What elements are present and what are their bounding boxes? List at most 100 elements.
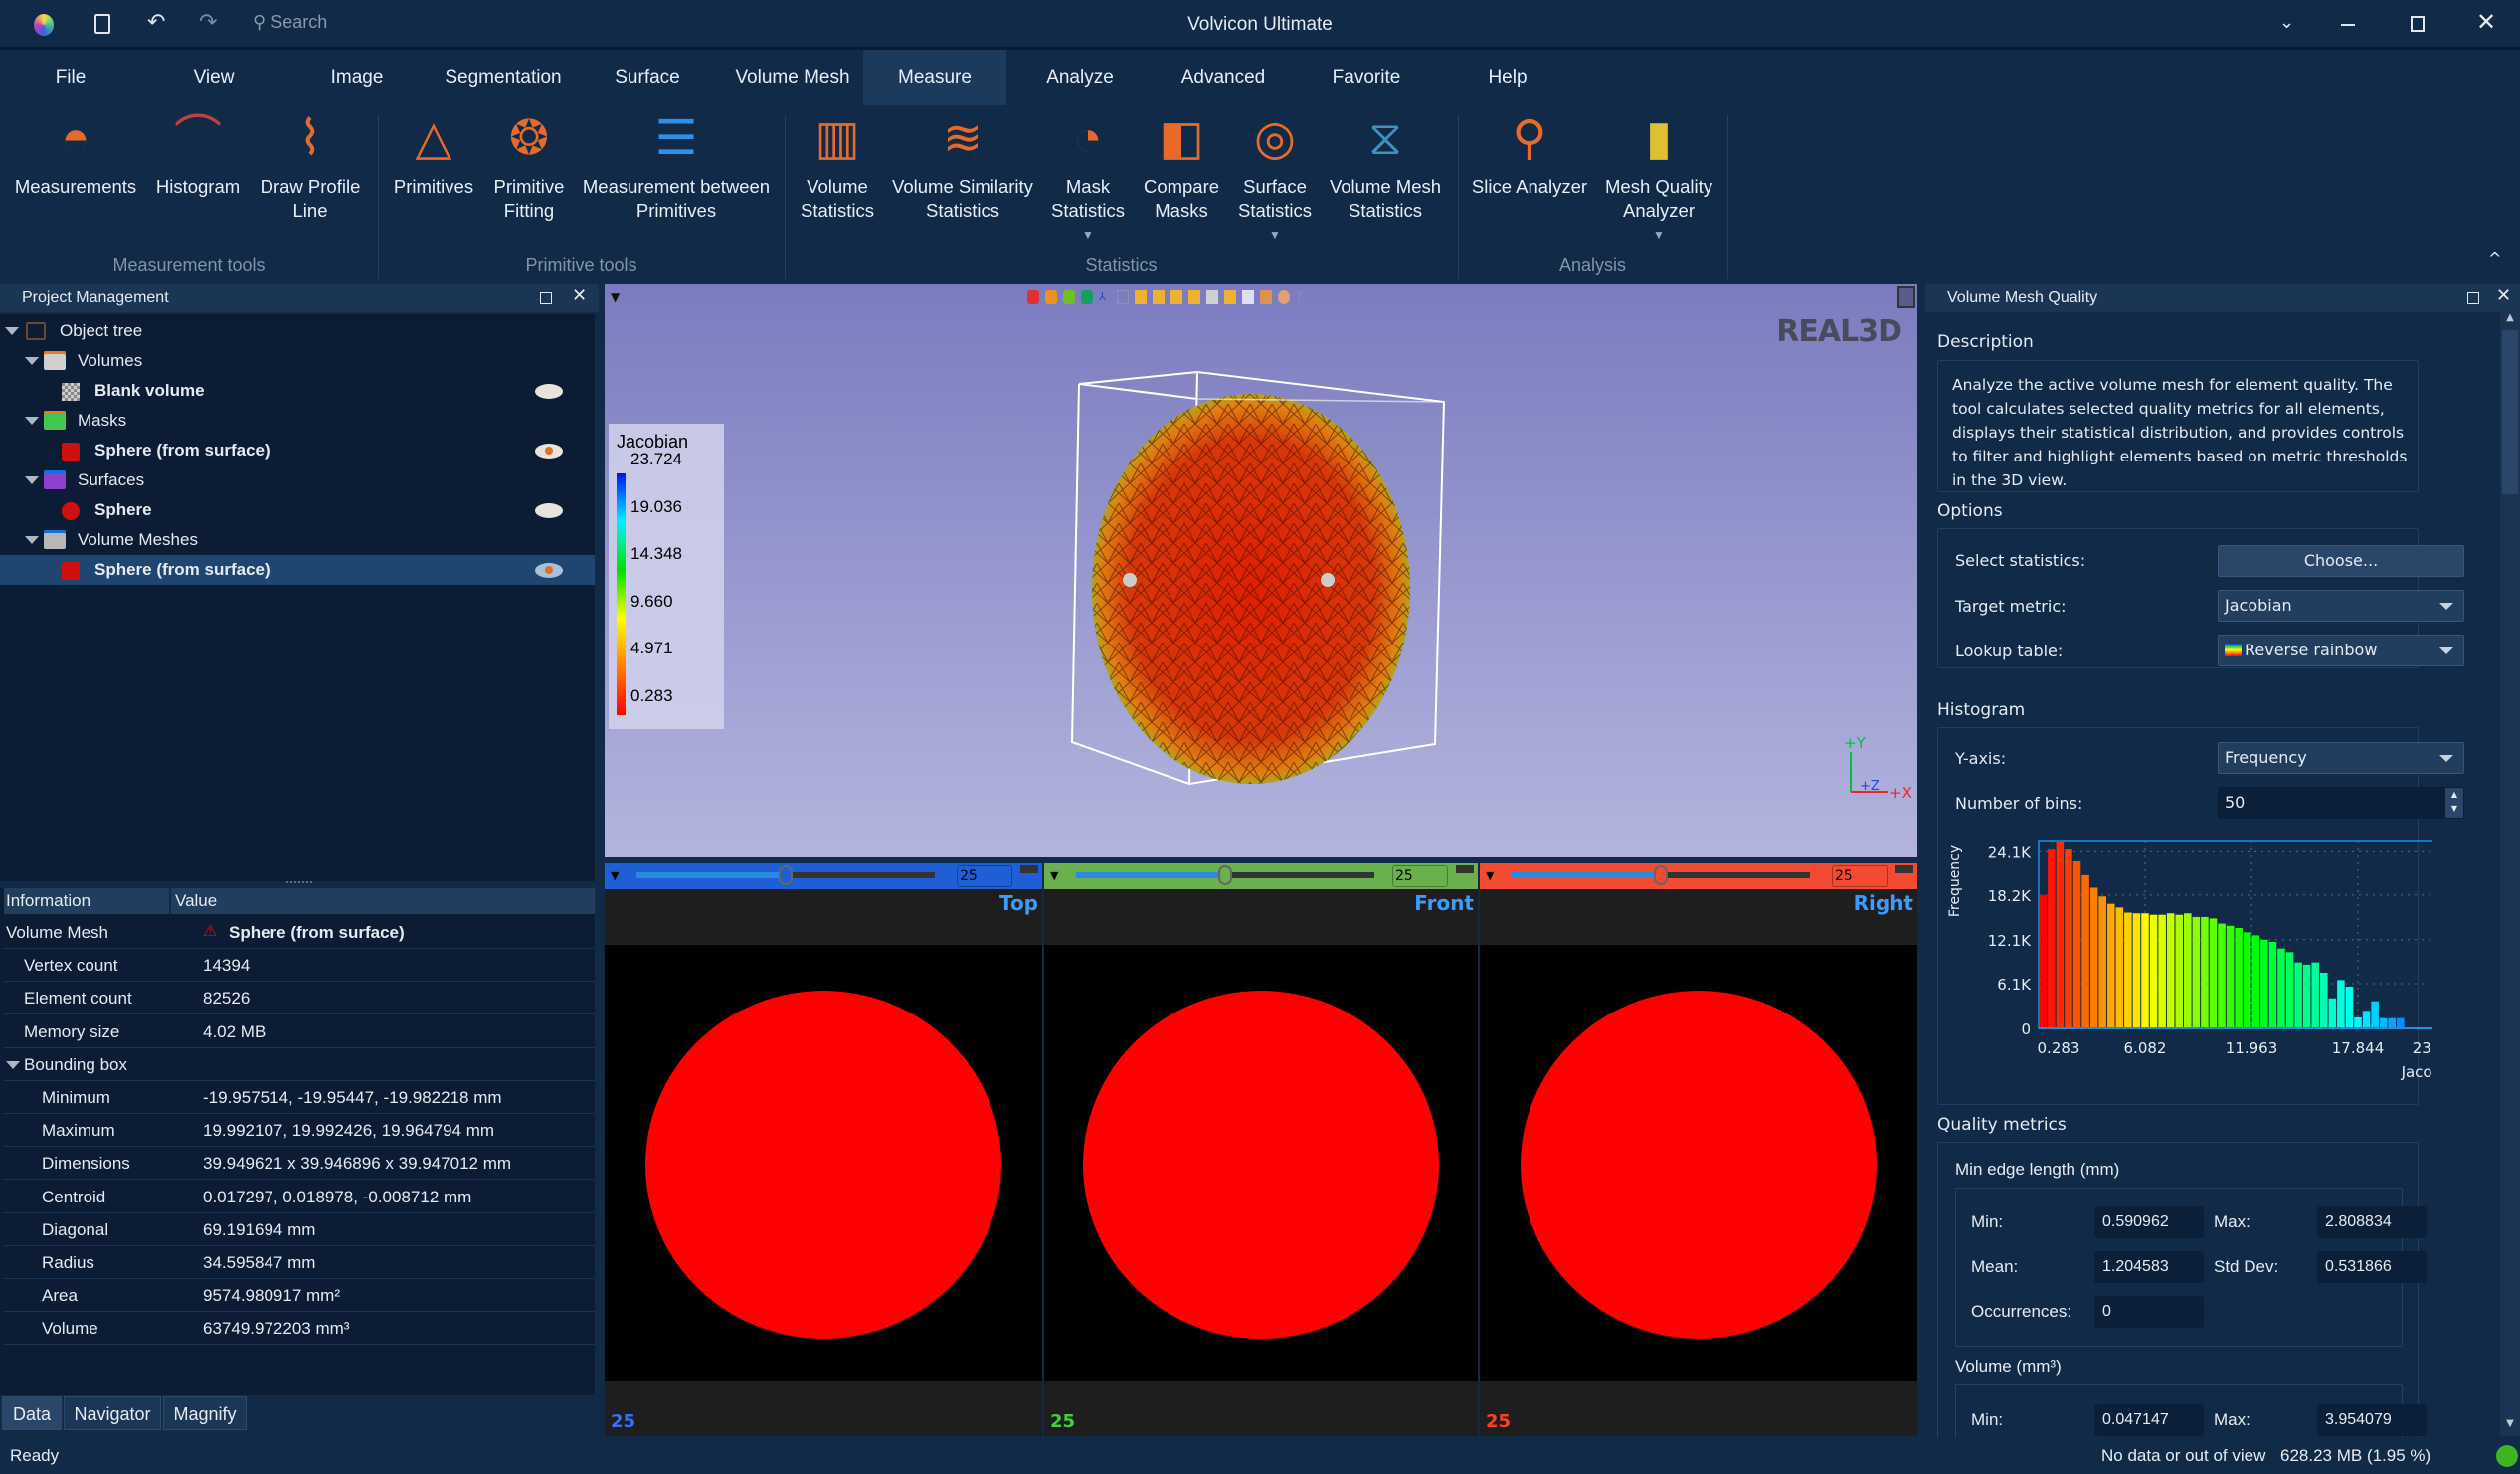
target-metric-select[interactable]: Jacobian [2218, 590, 2464, 622]
histogram-bar[interactable] [2072, 860, 2081, 1028]
histogram-bar[interactable] [2218, 923, 2226, 1028]
slice-view-right[interactable]: Right 25 [1480, 889, 1917, 1436]
histogram-bar[interactable] [2354, 1016, 2362, 1028]
spin-arrows-icon[interactable]: ▲ ▼ [2445, 788, 2463, 818]
ribbon-button-measurement-between-primitives[interactable]: ☰ Measurement between Primitives [582, 111, 771, 223]
slice-maximize-button[interactable] [1895, 865, 1913, 887]
view-cube-icon[interactable] [1242, 290, 1254, 304]
info-row[interactable]: Maximum 19.992107, 19.992426, 19.964794 m… [4, 1114, 595, 1148]
dropdown-arrow-icon[interactable]: ▼ [1653, 228, 1665, 242]
menu-tab-file[interactable]: File [55, 67, 87, 88]
render-mode-icon[interactable] [1027, 290, 1039, 304]
info-row[interactable]: Element count 82526 [4, 982, 595, 1015]
splitter-handle[interactable] [286, 881, 312, 884]
tree-item[interactable]: Object tree [0, 316, 595, 346]
float-panel-button[interactable] [540, 292, 552, 304]
viewport-menu-icon[interactable]: ▼ [611, 290, 621, 304]
close-button[interactable]: ✕ [2476, 8, 2497, 36]
slice-menu-icon[interactable]: ▼ [611, 869, 620, 882]
menu-tab-measure[interactable]: Measure [863, 50, 1006, 105]
histogram-bar[interactable] [2260, 939, 2268, 1028]
histogram-bar[interactable] [2337, 980, 2345, 1028]
slice-menu-icon[interactable]: ▼ [1486, 869, 1495, 882]
expand-arrow-icon[interactable] [5, 327, 19, 335]
lookup-table-select[interactable]: Reverse rainbow [2218, 635, 2464, 666]
y-axis-select[interactable]: Frequency [2218, 742, 2464, 774]
bins-spinbox[interactable]: 50 ▲ ▼ [2218, 787, 2464, 819]
histogram-bar[interactable] [2149, 914, 2158, 1028]
slice-maximize-button[interactable] [1020, 865, 1038, 887]
histogram-bar[interactable] [2056, 841, 2065, 1028]
histogram-bar[interactable] [2397, 1017, 2405, 1028]
histogram-bar[interactable] [2302, 964, 2311, 1028]
histogram-bar[interactable] [2175, 914, 2184, 1028]
menu-tab-help[interactable]: Help [1488, 67, 1528, 88]
expand-arrow-icon[interactable] [6, 1060, 20, 1069]
ribbon-button-draw-profile-line[interactable]: ⌇ Draw Profile Line [256, 111, 365, 223]
scroll-down-icon[interactable]: ▼ [2506, 1418, 2514, 1429]
menu-tab-analyze[interactable]: Analyze [1046, 67, 1114, 88]
info-row[interactable]: Dimensions 39.949621 x 39.946896 x 39.947… [4, 1147, 595, 1181]
view-splitter[interactable] [605, 857, 1917, 863]
min-edge-mean-field[interactable]: 1.204583 [2094, 1251, 2204, 1283]
choose-button[interactable]: Choose... [2218, 545, 2464, 577]
tree-item[interactable]: Volumes [0, 346, 595, 376]
close-panel-button[interactable]: ✕ [2496, 285, 2512, 306]
tree-item[interactable]: Sphere (from surface) [0, 555, 595, 585]
expand-arrow-icon[interactable] [25, 417, 39, 425]
view-cube-icon[interactable] [1224, 290, 1236, 304]
histogram-bar[interactable] [2388, 1017, 2397, 1028]
search-box[interactable]: ⚲ Search [253, 12, 451, 38]
hidden-eye-icon[interactable] [535, 503, 563, 518]
tree-item[interactable]: Sphere (from surface) [0, 436, 595, 465]
slice-view-front[interactable]: Front 25 [1044, 889, 1478, 1436]
histogram-bar[interactable] [2226, 925, 2235, 1028]
histogram-bar[interactable] [2209, 918, 2218, 1028]
slice-slider[interactable] [1076, 865, 1374, 885]
ribbon-button-volume-similarity-statistics[interactable]: ≋ Volume Similarity Statistics [888, 111, 1037, 223]
menu-tab-favorite[interactable]: Favorite [1332, 67, 1401, 88]
undo-icon[interactable]: ↶ [147, 10, 166, 35]
histogram-bar[interactable] [2328, 998, 2337, 1028]
maximize-view-button[interactable] [1897, 286, 1915, 308]
info-row[interactable]: Minimum -19.957514, -19.95447, -19.982218… [4, 1081, 595, 1114]
maximize-button[interactable] [2411, 16, 2425, 32]
tree-item[interactable]: Blank volume [0, 376, 595, 406]
tab-magnify[interactable]: Magnify [163, 1396, 247, 1430]
tree-item[interactable]: Surfaces [0, 465, 595, 495]
mesh-model[interactable]: +Y +Z +X [605, 284, 1917, 857]
histogram-bar[interactable] [2319, 972, 2328, 1028]
info-row[interactable]: Vertex count 14394 [4, 949, 595, 983]
render-mode-icon[interactable] [1081, 290, 1093, 304]
menu-tab-view[interactable]: View [193, 67, 235, 88]
slice-maximize-button[interactable] [1456, 865, 1474, 887]
histogram-bar[interactable] [2235, 927, 2243, 1028]
histogram-bar[interactable] [2251, 935, 2260, 1028]
expand-arrow-icon[interactable] [25, 357, 39, 365]
info-row[interactable]: Bounding box [4, 1048, 595, 1081]
tab-data[interactable]: Data [2, 1396, 62, 1430]
histogram-bar[interactable] [2081, 874, 2089, 1028]
min-edge-occurrences-field[interactable]: 0 [2094, 1296, 2204, 1328]
menu-tab-surface[interactable]: Surface [615, 67, 680, 88]
dropdown-arrow-icon[interactable]: ▼ [1082, 228, 1094, 242]
histogram-bar[interactable] [2098, 896, 2106, 1028]
ribbon-button-surface-statistics[interactable]: ◎ Surface Statistics ▼ [1225, 111, 1325, 247]
scrollbar-thumb[interactable] [2502, 330, 2518, 494]
menu-tab-advanced[interactable]: Advanced [1180, 67, 1266, 88]
scroll-up-icon[interactable]: ▲ [2506, 312, 2514, 323]
ribbon-button-measurements[interactable]: ◓ Measurements [6, 111, 145, 199]
3d-viewport[interactable]: ▼ ⅄ ? REAL3D Jacobian 23.724 19.036 14.348… [605, 284, 1917, 857]
slice-menu-icon[interactable]: ▼ [1050, 869, 1059, 882]
slider-handle[interactable] [1218, 865, 1232, 885]
slice-slider[interactable] [1512, 865, 1810, 885]
hidden-eye-icon[interactable] [535, 384, 563, 399]
min-edge-max-field[interactable]: 2.808834 [2317, 1206, 2427, 1238]
ribbon-button-primitive-fitting[interactable]: ❂ Primitive Fitting [484, 111, 574, 223]
expand-arrow-icon[interactable] [25, 476, 39, 484]
histogram-bar[interactable] [2285, 952, 2294, 1028]
save-icon[interactable] [94, 14, 110, 34]
ribbon-button-volume-statistics[interactable]: ▥ Volume Statistics [788, 111, 887, 223]
slider-handle[interactable] [779, 865, 793, 885]
ribbon-button-mesh-quality-analyzer[interactable]: ▮ Mesh Quality Analyzer ▼ [1599, 111, 1718, 247]
